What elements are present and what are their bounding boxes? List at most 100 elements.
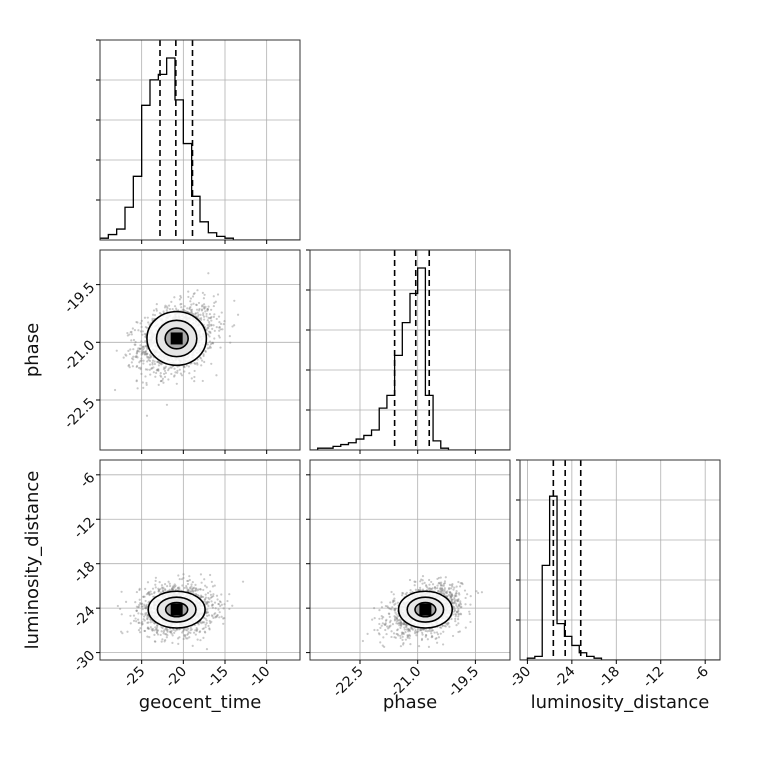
- scatter-point: [195, 303, 198, 306]
- scatter-point: [202, 313, 205, 317]
- scatter-point: [426, 586, 429, 589]
- scatter-point: [207, 624, 210, 628]
- scatter-point: [214, 616, 217, 619]
- scatter-point: [228, 593, 231, 596]
- scatter-point: [191, 644, 194, 647]
- scatter-point: [200, 308, 204, 311]
- scatter-point: [440, 590, 443, 593]
- scatter-point: [202, 636, 205, 640]
- scatter-point: [185, 584, 188, 588]
- scatter-point: [205, 601, 209, 605]
- scatter-point: [194, 312, 197, 315]
- scatter-point: [391, 606, 394, 609]
- scatter-point: [159, 372, 162, 375]
- scatter-point: [442, 630, 445, 633]
- scatter-point: [202, 305, 206, 308]
- scatter-point: [208, 598, 211, 601]
- scatter-point: [433, 586, 437, 589]
- scatter-point: [147, 591, 151, 594]
- scatter-point: [459, 600, 462, 603]
- scatter-point: [135, 320, 138, 324]
- scatter-point: [146, 615, 149, 618]
- scatter-point: [172, 584, 175, 587]
- scatter-point: [168, 308, 172, 311]
- scatter-point: [163, 372, 166, 375]
- scatter-point: [206, 608, 209, 611]
- y-tick-label-phase: -21.0: [61, 337, 98, 374]
- scatter-point: [147, 591, 150, 594]
- scatter-point: [155, 628, 158, 631]
- scatter-point: [205, 611, 208, 614]
- scatter-point: [455, 590, 458, 593]
- scatter-point: [406, 627, 410, 630]
- scatter-point: [170, 588, 174, 591]
- scatter-point: [163, 306, 167, 309]
- scatter-point: [158, 312, 162, 315]
- scatter-point: [204, 310, 207, 313]
- scatter-point: [459, 602, 462, 605]
- scatter-point: [164, 589, 167, 592]
- scatter-point: [179, 303, 182, 306]
- scatter-point: [410, 627, 414, 630]
- scatter-point: [175, 382, 178, 385]
- scatter-point: [137, 612, 140, 615]
- scatter-point: [217, 334, 220, 337]
- scatter-point: [136, 349, 139, 352]
- scatter-point: [440, 589, 443, 592]
- scatter-point: [219, 322, 223, 325]
- panel-frame: [99, 249, 301, 451]
- scatter-point: [189, 297, 193, 300]
- scatter-point: [390, 590, 393, 594]
- scatter-point: [158, 361, 161, 365]
- scatter-point: [158, 581, 161, 584]
- scatter-point: [447, 621, 450, 625]
- scatter-point: [144, 335, 147, 338]
- scatter-point: [452, 602, 455, 605]
- scatter-point: [143, 603, 146, 606]
- scatter-point: [143, 619, 146, 622]
- scatter-point: [141, 613, 144, 616]
- scatter-point: [221, 328, 224, 331]
- scatter-point: [445, 622, 449, 625]
- scatter-point: [135, 620, 138, 623]
- scatter-point: [146, 617, 149, 620]
- scatter-point: [160, 379, 163, 383]
- scatter-point: [164, 639, 167, 642]
- scatter-point: [448, 625, 451, 628]
- scatter-point: [421, 633, 424, 636]
- scatter-point: [208, 323, 211, 326]
- scatter-point: [158, 361, 162, 365]
- scatter-point: [177, 628, 181, 631]
- scatter-point: [218, 616, 221, 619]
- scatter-point: [180, 306, 183, 309]
- scatter-point: [408, 628, 411, 631]
- scatter-point: [218, 326, 221, 329]
- scatter-point: [151, 629, 154, 632]
- scatter-point: [204, 584, 207, 587]
- scatter-point: [399, 636, 402, 640]
- scatter-point: [165, 309, 168, 312]
- density-peak: [170, 332, 183, 345]
- scatter-point: [134, 343, 137, 346]
- scatter-point: [386, 606, 390, 609]
- scatter-point: [155, 631, 158, 634]
- scatter-point: [156, 633, 160, 636]
- scatter-point: [129, 614, 132, 617]
- scatter-point: [383, 623, 387, 626]
- scatter-point: [139, 368, 142, 371]
- scatter-point: [387, 612, 390, 615]
- scatter-point: [154, 583, 157, 586]
- scatter-point: [454, 600, 457, 603]
- scatter-point: [399, 621, 402, 624]
- scatter-point: [181, 631, 184, 634]
- scatter-point: [378, 633, 381, 636]
- scatter-point: [129, 348, 132, 351]
- scatter-point: [205, 648, 209, 651]
- scatter-point: [166, 628, 169, 631]
- scatter-point: [142, 595, 145, 598]
- scatter-point: [403, 626, 406, 629]
- scatter-point: [130, 361, 133, 364]
- scatter-point: [455, 610, 459, 613]
- scatter-point: [468, 610, 471, 613]
- scatter-point: [151, 313, 155, 316]
